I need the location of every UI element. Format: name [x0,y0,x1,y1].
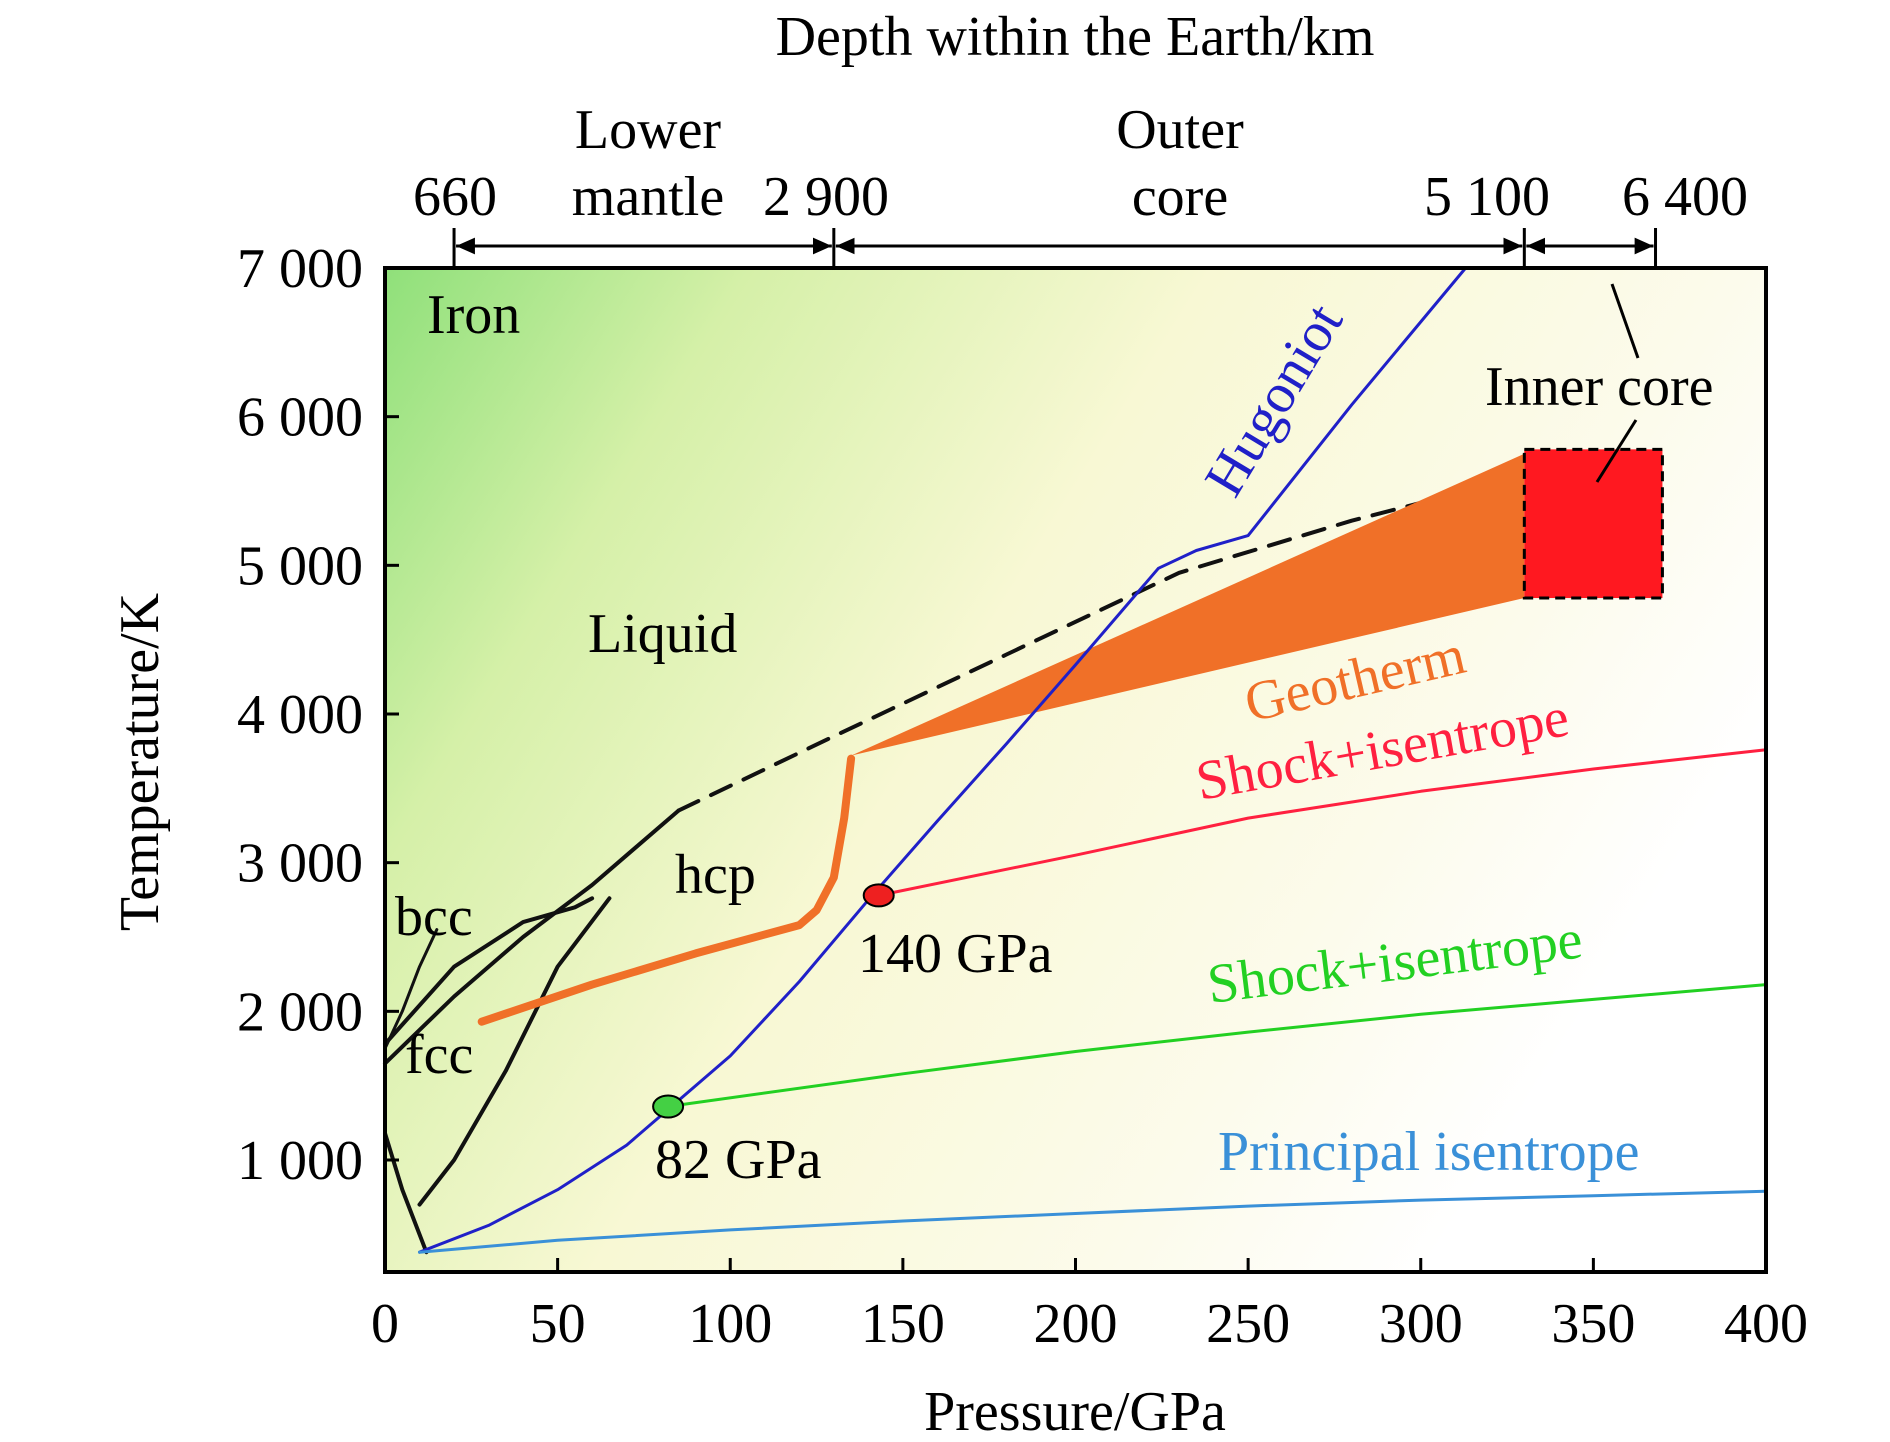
x-tick-label: 0 [371,1293,399,1355]
axes: 0 50 100 150 200 250 300 350 400 1 000 2 000 3 000 4… [237,228,1808,1355]
series-line-0 [418,266,1468,1254]
label-point-82gpa: 82 GPa [655,1129,822,1191]
x-tick-label: 100 [688,1293,772,1355]
series-line-1 [877,748,1768,897]
melting-curve-solid [383,808,681,1066]
y-tick-label: 2 000 [237,981,363,1043]
geotherm-band [851,453,1525,756]
label-bcc: bcc [395,886,473,948]
inner-core-leader-bottom [1595,419,1638,483]
depth-region-outer-core-line1: Outer [1116,99,1244,161]
y-tick-label: 3 000 [237,833,363,895]
point-marker-1 [652,1094,685,1119]
depth-tick-5100: 5 100 [1424,166,1550,228]
y-tick-label: 1 000 [237,1130,363,1192]
depth-region-outer-core-line2: core [1132,166,1228,228]
x-tick-label: 350 [1551,1293,1635,1355]
y-tick-label: 5 000 [237,535,363,597]
geotherm-mantle-line [477,754,856,1026]
series-line-3 [418,1189,1768,1254]
label-liquid: Liquid [588,603,737,665]
bcc-leader-line [383,928,439,1050]
series-line-2 [666,983,1768,1108]
bcc-fcc-boundary [383,896,595,1046]
x-tick-label: 300 [1379,1293,1463,1355]
x-tick-label: 200 [1034,1293,1118,1355]
label-point-140gpa: 140 GPa [858,923,1053,985]
depth-region-lower-mantle-line1: Lower [575,99,722,161]
x-axis-title: Pressure/GPa [924,1381,1226,1442]
label-principal-isentrope: Principal isentrope [1218,1121,1639,1183]
melting-curve-dashed [676,474,1527,813]
fcc-hcp-boundary [417,896,612,1207]
label-hcp: hcp [675,844,756,906]
x-tick-label: 50 [530,1293,586,1355]
y-tick-label: 7 000 [237,238,363,300]
plot-background [385,268,1766,1272]
depth-tick-660: 660 [413,166,497,228]
y-tick-label: 4 000 [237,684,363,746]
point-marker-0 [862,883,895,908]
depth-tick-6400: 6 400 [1622,166,1748,228]
label-iron: Iron [427,284,520,346]
top-axis-title: Depth within the Earth/km [776,6,1375,68]
x-tick-label: 250 [1206,1293,1290,1355]
inner-core-leader-top [1610,283,1640,359]
x-tick-label: 150 [861,1293,945,1355]
y-tick-label: 6 000 [237,387,363,449]
y-axis-title: Temperature/K [109,593,171,931]
depth-region-lower-mantle-line2: mantle [572,166,724,228]
label-fcc: fcc [405,1024,473,1086]
label-inner-core: Inner core [1485,356,1714,418]
depth-tick-2900: 2 900 [763,166,889,228]
x-tick-label: 400 [1724,1293,1808,1355]
inner-core-box [1522,447,1664,600]
